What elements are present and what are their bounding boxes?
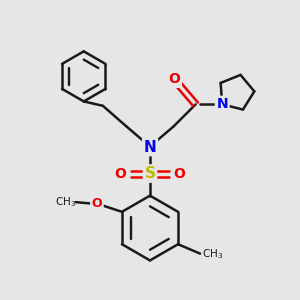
Text: CH$_3$: CH$_3$ — [202, 247, 223, 260]
Text: CH$_3$: CH$_3$ — [55, 195, 76, 209]
Text: N: N — [216, 98, 228, 111]
Text: O: O — [169, 72, 180, 86]
Text: S: S — [145, 166, 155, 181]
Text: O: O — [173, 167, 185, 181]
Text: N: N — [144, 140, 156, 154]
Text: O: O — [92, 197, 102, 210]
Text: O: O — [115, 167, 127, 181]
